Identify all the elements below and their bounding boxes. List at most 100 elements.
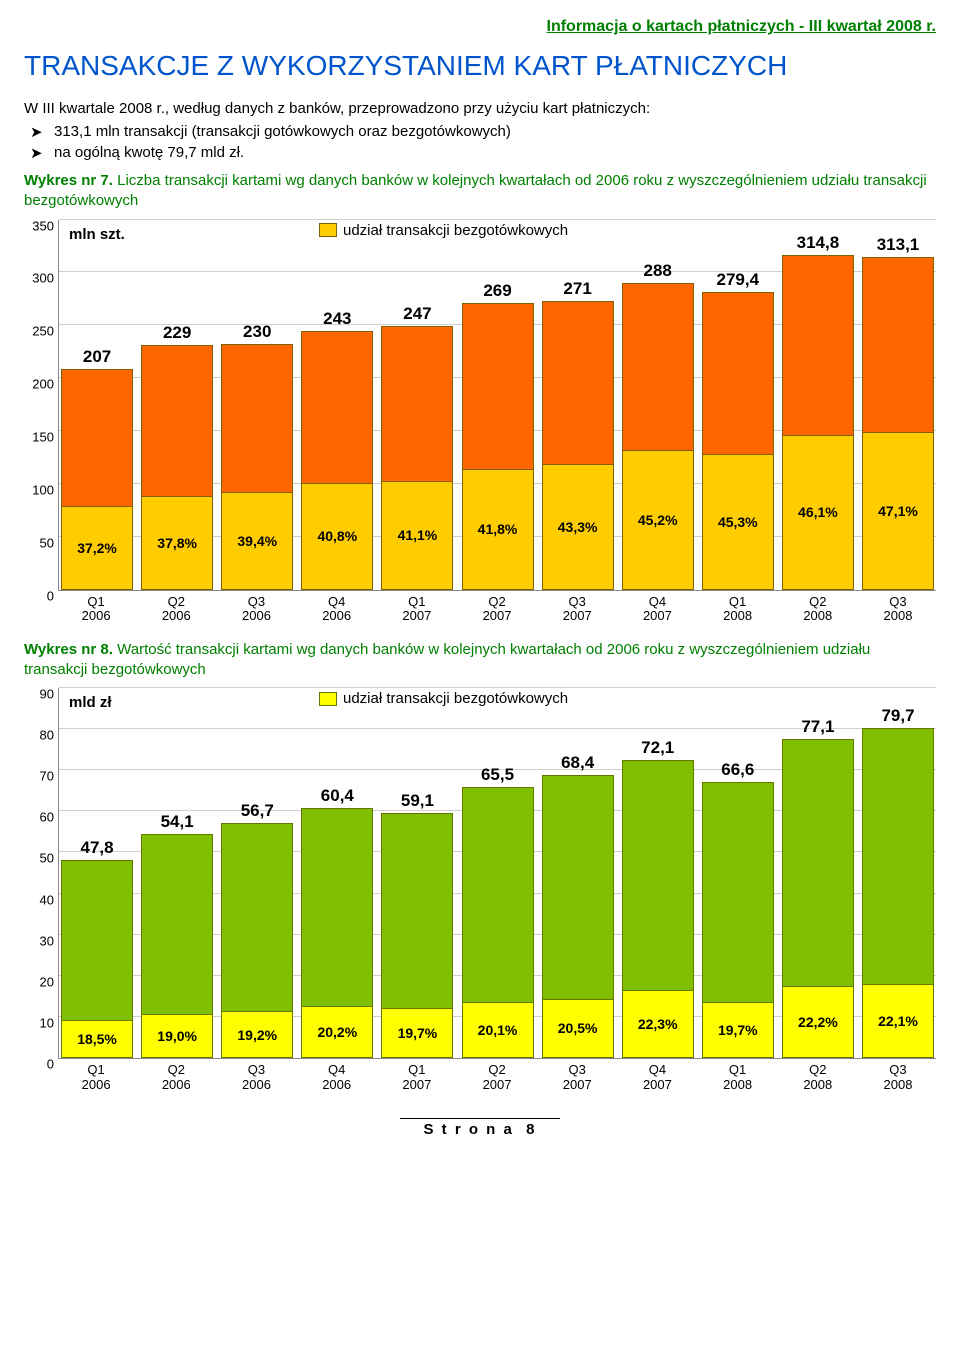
bar-total-label: 243: [323, 309, 351, 329]
bar-pct-label: 39,4%: [222, 492, 292, 588]
bar-total-label: 314,8: [797, 233, 840, 253]
chart7-caption: Wykres nr 7. Liczba transakcji kartami w…: [24, 171, 936, 212]
chart-unit-label: mld zł: [69, 694, 112, 711]
y-tick: 40: [40, 892, 54, 907]
bar-total-label: 77,1: [801, 717, 834, 737]
x-tick-label: Q22008: [780, 595, 856, 625]
bar-total-label: 279,4: [717, 270, 760, 290]
bar-column: 47,8 18,5%: [59, 838, 135, 1059]
bar-pct-label: 41,8%: [463, 469, 533, 588]
bar-column: 313,1 47,1%: [860, 235, 936, 590]
chart7: 05010015020025030035020737,2%22937,8%230…: [24, 220, 936, 626]
x-tick-label: Q22006: [138, 595, 214, 625]
caption-rest: Liczba transakcji kartami wg danych bank…: [24, 172, 927, 209]
bar-total-label: 60,4: [321, 786, 354, 806]
x-tick-label: Q32006: [218, 1063, 294, 1093]
intro-text: W III kwartale 2008 r., według danych z …: [24, 100, 936, 117]
footer-page-number: 8: [526, 1121, 536, 1138]
x-tick-label: Q32007: [539, 595, 615, 625]
bar-total-label: 247: [403, 304, 431, 324]
bar-pct-label: 41,1%: [382, 481, 452, 589]
x-tick-label: Q32008: [860, 1063, 936, 1093]
bar-column: 288 45,2%: [620, 261, 696, 589]
bar-total-label: 68,4: [561, 753, 594, 773]
bar-total-label: 207: [83, 347, 111, 367]
x-tick-label: Q42006: [299, 1063, 375, 1093]
bar-total-label: 65,5: [481, 765, 514, 785]
y-tick: 10: [40, 1015, 54, 1030]
chart-legend: udział transakcji bezgotówkowych: [319, 690, 568, 707]
x-tick-label: Q22008: [780, 1063, 856, 1093]
y-tick: 250: [32, 324, 54, 339]
report-header: Informacja o kartach płatniczych - III k…: [24, 18, 936, 36]
y-tick: 150: [32, 429, 54, 444]
bar-column: 68,4 20,5%: [540, 753, 616, 1058]
x-tick-label: Q22007: [459, 595, 535, 625]
bar-pct-label: 20,1%: [463, 1002, 533, 1057]
bar-column: 269 41,8%: [459, 281, 535, 589]
bar-pct-label: 46,1%: [783, 435, 853, 589]
page-footer: S t r o n a 8: [24, 1118, 936, 1138]
y-tick: 0: [47, 1057, 54, 1072]
bar-pct-label: 20,5%: [543, 999, 613, 1057]
x-tick-label: Q12007: [379, 1063, 455, 1093]
bar-column: 60,420,2%: [299, 786, 375, 1058]
bar-total-label: 47,8: [81, 838, 114, 858]
bar-column: 72,1 22,3%: [620, 738, 696, 1058]
bar-column: 56,7 19,2%: [219, 801, 295, 1058]
y-tick: 30: [40, 933, 54, 948]
chart8: 010203040506070809047,818,5%54,119,0%56,…: [24, 688, 936, 1094]
bar-total-label: 72,1: [641, 738, 674, 758]
x-tick-label: Q12007: [379, 595, 455, 625]
bullet-item: 313,1 mln transakcji (transakcji gotówko…: [54, 123, 936, 140]
chart-unit-label: mln szt.: [69, 226, 125, 243]
bar-total-label: 288: [644, 261, 672, 281]
bar-pct-label: 45,2%: [623, 450, 693, 588]
x-tick-label: Q32008: [860, 595, 936, 625]
y-tick: 200: [32, 377, 54, 392]
bar-pct-label: 19,2%: [222, 1011, 292, 1057]
y-tick: 350: [32, 218, 54, 233]
bar-pct-label: 18,5%: [62, 1020, 132, 1057]
bar-column: 65,5 20,1%: [459, 765, 535, 1058]
bar-column: 79,7 22,1%: [860, 706, 936, 1058]
bullet-list: 313,1 mln transakcji (transakcji gotówko…: [24, 123, 936, 161]
bar-total-label: 271: [563, 279, 591, 299]
bar-pct-label: 40,8%: [302, 483, 372, 588]
bar-total-label: 313,1: [877, 235, 920, 255]
bar-total-label: 56,7: [241, 801, 274, 821]
bar-column: 66,619,7%: [700, 760, 776, 1058]
bar-total-label: 269: [483, 281, 511, 301]
bar-pct-label: 19,0%: [142, 1014, 212, 1057]
bar-pct-label: 47,1%: [863, 432, 933, 588]
y-tick: 300: [32, 271, 54, 286]
bar-column: 243 40,8%: [299, 309, 375, 590]
bar-column: 230 39,4%: [219, 322, 295, 589]
page-title: TRANSAKCJE Z WYKORZYSTANIEM KART PŁATNIC…: [24, 50, 936, 82]
caption-rest: Wartość transakcji kartami wg danych ban…: [24, 641, 870, 678]
bar-pct-label: 19,7%: [382, 1008, 452, 1057]
bar-total-label: 79,7: [881, 706, 914, 726]
chart8-caption: Wykres nr 8. Wartość transakcji kartami …: [24, 640, 936, 681]
caption-lead: Wykres nr 8.: [24, 641, 113, 658]
bar-column: 77,1 22,2%: [780, 717, 856, 1058]
legend-label: udział transakcji bezgotówkowych: [343, 222, 568, 239]
y-tick: 90: [40, 687, 54, 702]
bar-pct-label: 22,3%: [623, 990, 693, 1057]
bar-pct-label: 22,2%: [783, 986, 853, 1057]
bar-pct-label: 37,2%: [62, 506, 132, 588]
y-tick: 50: [40, 535, 54, 550]
bar-column: 22937,8%: [139, 323, 215, 589]
footer-label: S t r o n a: [423, 1121, 513, 1138]
x-tick-label: Q12006: [58, 1063, 134, 1093]
y-tick: 0: [47, 588, 54, 603]
y-tick: 100: [32, 482, 54, 497]
bar-pct-label: 22,1%: [863, 984, 933, 1057]
y-tick: 50: [40, 851, 54, 866]
bar-pct-label: 45,3%: [703, 454, 773, 588]
bar-column: 54,119,0%: [139, 812, 215, 1058]
y-tick: 60: [40, 810, 54, 825]
bar-pct-label: 43,3%: [543, 464, 613, 589]
bar-total-label: 230: [243, 322, 271, 342]
bullet-item: na ogólną kwotę 79,7 mld zł.: [54, 144, 936, 161]
